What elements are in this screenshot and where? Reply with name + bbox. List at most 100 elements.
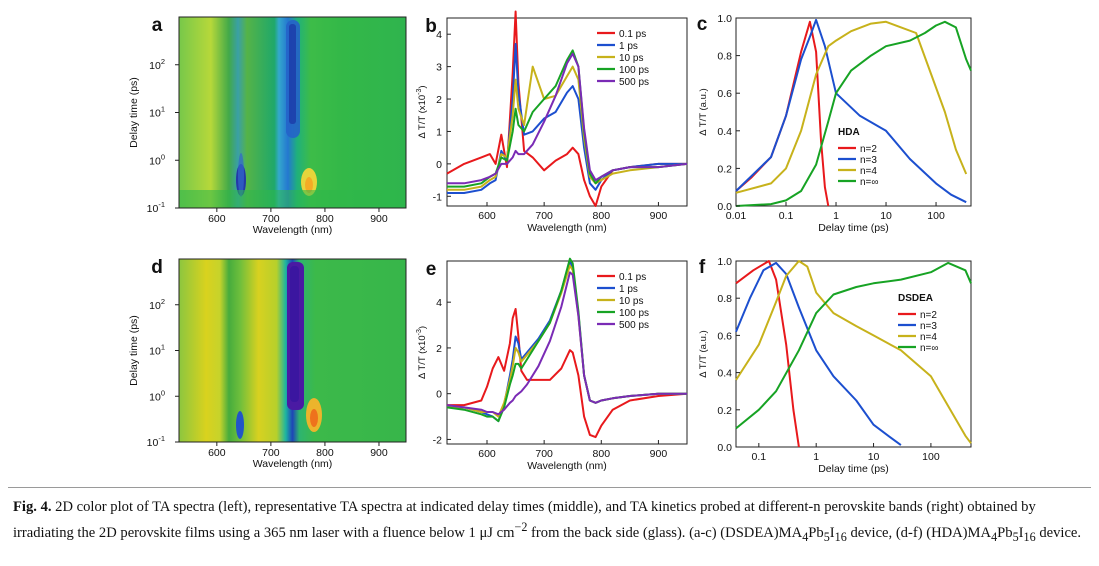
x-axis-label: Wavelength (nm) <box>527 222 607 234</box>
plot-frame <box>446 260 688 445</box>
x-axis-label: Wavelength (nm) <box>253 224 333 236</box>
x-tick-label: 700 <box>262 213 280 225</box>
caption-text: device. <box>1035 524 1082 541</box>
x-tick-label: 800 <box>316 213 334 225</box>
x-tick-label: 700 <box>535 210 553 222</box>
series-line-500ps <box>446 271 687 416</box>
x-tick-label: 900 <box>370 213 388 225</box>
y-axis-label: Δ T/T (a.u.) <box>698 88 709 135</box>
series-line-n=3 <box>735 18 967 204</box>
plot-frame <box>735 260 972 448</box>
y-tick-exponent: 1 <box>161 343 165 352</box>
legend-entry: 0.1 ps <box>619 272 646 283</box>
legend-entry: n=4 <box>920 332 937 343</box>
panel-e: 600 700 800 900 -2 0 2 4 Wavelength (nm) Δ T/T (x… <box>416 257 688 472</box>
y-tick-exponent: 2 <box>161 297 165 306</box>
caption-label: Fig. 4. <box>13 499 52 515</box>
y-tick-label: 3 <box>436 62 442 74</box>
y-axis-label: Δ T/T (x10-3) <box>416 85 428 138</box>
caption-text: I <box>1018 524 1024 541</box>
series-line-n=2 <box>735 260 800 448</box>
legend-entry: 500 ps <box>619 77 649 88</box>
y-tick-exponent: 0 <box>161 152 165 161</box>
series-line-0.1ps <box>446 10 687 207</box>
panel-label: e <box>426 259 437 280</box>
panel-label: d <box>151 257 163 278</box>
x-tick-label: 700 <box>535 448 553 460</box>
x-tick-label: 900 <box>650 448 668 460</box>
x-tick-label: 0.01 <box>726 210 747 222</box>
caption-sub: 4 <box>991 529 998 544</box>
y-tick-label: 10-1 <box>147 434 165 449</box>
y-axis-label-tail: ) <box>417 326 428 329</box>
y-tick-label: 1 <box>436 126 442 138</box>
y-tick-label: 0.4 <box>717 368 732 380</box>
legend-entry: 1 ps <box>619 41 638 52</box>
x-tick-label: 100 <box>927 210 945 222</box>
y-tick-label: 101 <box>149 343 165 358</box>
caption-text: from the back side (glass). (a-c) (DSDEA… <box>527 524 803 541</box>
legend-entry: n=4 <box>860 166 877 177</box>
panel-f: 0.1 1 10 100 0.0 0.2 0.4 0.6 0.8 1.0 Delay time (p… <box>698 256 972 475</box>
caption-sub: 5 <box>823 529 830 544</box>
y-axis-label: Δ T/T (x10-3) <box>416 326 428 379</box>
y-axis-label: Δ T/T (a.u.) <box>698 330 709 377</box>
y-tick-label: 0.6 <box>717 330 732 342</box>
y-tick-label: 2 <box>436 343 442 355</box>
x-tick-label: 0.1 <box>779 210 794 222</box>
series-line-n=∞ <box>735 20 972 207</box>
legend-entry: 1 ps <box>619 284 638 295</box>
panel-label: b <box>425 16 437 37</box>
legend-entry: 100 ps <box>619 65 649 76</box>
y-tick-exponent: -1 <box>158 434 165 443</box>
y-tick-label: 0.0 <box>717 201 732 213</box>
y-tick-exponent: 2 <box>161 57 165 66</box>
y-axis-label-tail: ) <box>417 85 428 88</box>
x-axis-label: Delay time (ps) <box>818 222 889 234</box>
series-line-n=∞ <box>735 261 972 430</box>
y-axis-label: Delay time (ps) <box>128 315 140 386</box>
x-tick-label: 1 <box>813 451 819 463</box>
bleach-core-745nm <box>289 24 296 124</box>
y-tick-label: 0.4 <box>717 126 732 138</box>
y-tick-label: 4 <box>436 297 442 309</box>
x-tick-label: 800 <box>593 448 611 460</box>
series-line-n=4 <box>735 20 968 194</box>
y-tick-label: 102 <box>149 57 165 72</box>
y-tick-label: 1.0 <box>717 13 732 25</box>
plot-frame <box>735 17 972 207</box>
x-tick-label: 700 <box>262 447 280 459</box>
x-axis-label: Delay time (ps) <box>818 463 889 475</box>
caption-divider <box>8 487 1091 488</box>
caption-sub: 16 <box>834 529 847 544</box>
x-axis-label: Wavelength (nm) <box>527 460 607 472</box>
y-tick-label: 10-1 <box>147 200 165 215</box>
x-tick-label: 10 <box>880 210 892 222</box>
x-tick-label: 900 <box>370 447 388 459</box>
y-tick-label: 0 <box>436 159 442 171</box>
legend-entry: 100 ps <box>619 308 649 319</box>
series-line-n=4 <box>735 260 972 444</box>
y-tick-label: 0.8 <box>717 293 732 305</box>
legend-entry: n=3 <box>860 155 877 166</box>
y-tick-label: 100 <box>149 152 165 167</box>
legend-entry: 0.1 ps <box>619 29 646 40</box>
y-axis-label-exponent: -3 <box>416 329 423 335</box>
x-tick-label: 10 <box>868 451 880 463</box>
legend-entry: n=2 <box>920 310 937 321</box>
x-tick-label: 0.1 <box>752 451 767 463</box>
y-tick-label: 0.8 <box>717 51 732 63</box>
caption-sub: 4 <box>802 529 809 544</box>
caption-text: Pb <box>997 524 1013 541</box>
y-tick-label: 4 <box>436 29 442 41</box>
y-tick-label: 0.0 <box>717 442 732 454</box>
x-tick-label: 800 <box>593 210 611 222</box>
series-line-0.1ps <box>447 308 688 439</box>
x-axis-label: Wavelength (nm) <box>253 458 333 470</box>
panel-b: 600 700 800 900 -1 0 1 2 3 4 Wavelength (nm) Δ T/T … <box>416 10 688 234</box>
induced-absorption-core <box>310 409 318 427</box>
x-tick-label: 600 <box>478 448 496 460</box>
legend-entry: n=∞ <box>920 343 939 354</box>
